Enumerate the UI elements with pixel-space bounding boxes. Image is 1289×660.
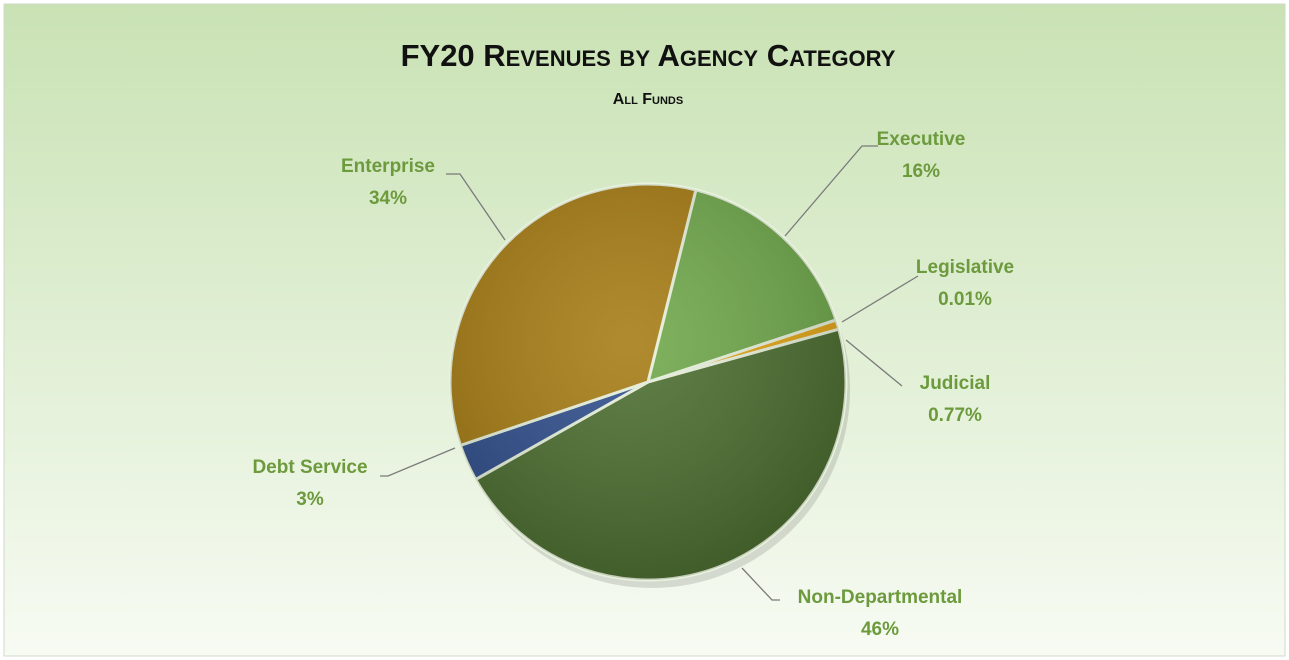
slice-label: Enterprise xyxy=(341,156,435,177)
slice-label: Judicial xyxy=(920,373,991,394)
leader-line xyxy=(446,173,506,241)
slice-value-label: 46% xyxy=(861,619,899,640)
leader-line xyxy=(841,275,919,323)
leader-line xyxy=(380,447,456,477)
slice-label: Executive xyxy=(877,129,966,150)
slice-value-label: 3% xyxy=(296,489,324,510)
chart-title: FY20 Revenues by Agency Category xyxy=(401,38,896,73)
pie xyxy=(448,182,850,588)
slice-value-label: 16% xyxy=(902,161,940,182)
slice-label: Non-Departmental xyxy=(798,587,963,608)
leader-line xyxy=(741,567,780,601)
labels: Executive 16% Legislative 0.01% Judicial 0.77… xyxy=(252,129,1014,640)
chart-subtitle: All Funds xyxy=(613,91,683,108)
slice-label: Debt Service xyxy=(252,457,367,478)
leader-line xyxy=(784,145,878,237)
slice-label: Legislative xyxy=(916,257,1014,278)
slice-value-label: 0.77% xyxy=(928,405,982,426)
leader-line xyxy=(845,339,903,387)
slice-value-label: 0.01% xyxy=(938,289,992,310)
slice-value-label: 34% xyxy=(369,188,407,209)
